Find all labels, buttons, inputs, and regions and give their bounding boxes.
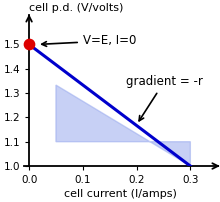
Text: cell p.d. (V/volts): cell p.d. (V/volts) <box>29 3 123 13</box>
X-axis label: cell current (I/amps): cell current (I/amps) <box>64 189 177 199</box>
Polygon shape <box>56 85 190 166</box>
Text: V=E, I=0: V=E, I=0 <box>42 34 136 47</box>
Point <box>27 43 31 46</box>
Text: gradient = -r: gradient = -r <box>126 75 203 121</box>
